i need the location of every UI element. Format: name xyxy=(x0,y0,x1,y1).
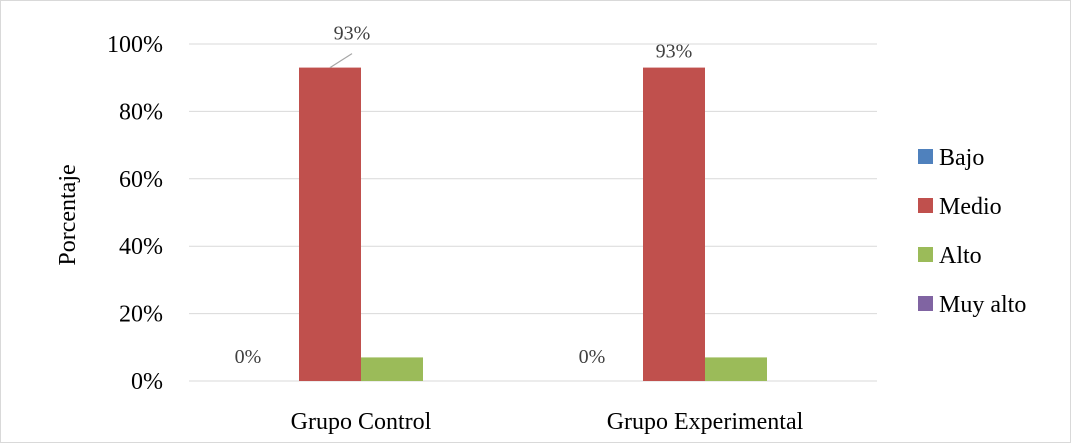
x-category-label: Grupo Control xyxy=(291,409,432,435)
bar-alto xyxy=(705,357,767,381)
y-tick-label: 20% xyxy=(119,302,163,328)
data-label: 0% xyxy=(579,346,606,368)
legend-label: Bajo xyxy=(939,145,984,171)
legend-label: Medio xyxy=(939,194,1002,220)
legend-swatch xyxy=(918,247,933,262)
bar-medio xyxy=(299,67,361,381)
bar-medio xyxy=(643,67,705,381)
y-axis-label: Porcentaje xyxy=(55,164,81,265)
bar-alto xyxy=(361,357,423,381)
y-tick-label: 80% xyxy=(119,99,163,125)
data-label: 93% xyxy=(656,41,693,63)
legend-swatch xyxy=(918,296,933,311)
legend-label: Muy alto xyxy=(939,292,1026,318)
x-category-label: Grupo Experimental xyxy=(607,409,804,435)
leader-line xyxy=(329,53,353,69)
legend-swatch xyxy=(918,198,933,213)
y-axis-ticks: 0% 20% 40% 60% 80% 100% xyxy=(107,32,163,395)
data-labels: 0% 93% 0% 93% xyxy=(235,23,693,368)
gridlines xyxy=(189,43,877,382)
y-tick-label: 40% xyxy=(119,234,163,260)
data-label: 93% xyxy=(334,23,371,45)
x-axis-categories: Grupo Control Grupo Experimental xyxy=(291,409,804,435)
y-tick-label: 100% xyxy=(107,32,163,58)
legend-swatch xyxy=(918,149,933,164)
y-tick-label: 0% xyxy=(131,369,163,395)
data-label: 0% xyxy=(235,346,262,368)
legend: Bajo Medio Alto Muy alto xyxy=(918,145,1026,318)
bars xyxy=(299,67,767,381)
y-tick-label: 60% xyxy=(119,167,163,193)
legend-label: Alto xyxy=(939,243,982,269)
